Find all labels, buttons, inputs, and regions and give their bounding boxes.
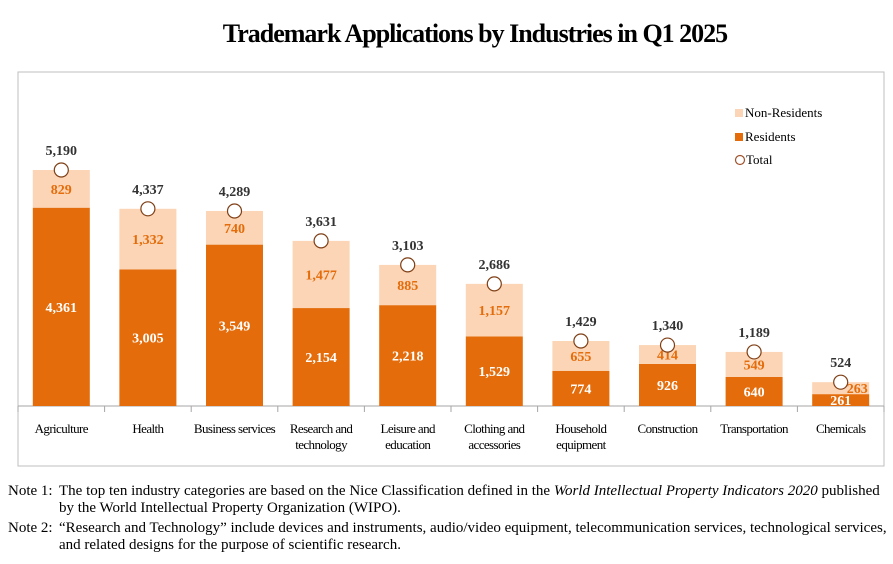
label-non-residents-clothing-and-accessories: 1,157 bbox=[479, 304, 511, 319]
note-2-label: Note 2: bbox=[8, 520, 53, 536]
category-label-agriculture: Agriculture bbox=[35, 421, 89, 436]
label-total-chemicals: 524 bbox=[830, 356, 851, 371]
category-label-chemicals: Chemicals bbox=[816, 421, 866, 436]
total-marker-leisure-and-education bbox=[400, 257, 416, 273]
note-1-italic: World Intellectual Property Indicators 2… bbox=[553, 483, 818, 499]
bar-residents-construction bbox=[639, 363, 696, 406]
label-non-residents-transportation: 549 bbox=[744, 358, 765, 373]
category-label-household-equipment: Household bbox=[555, 421, 607, 436]
category-label-clothing-and-accessories: Clothing and bbox=[464, 421, 525, 436]
bar-residents-agriculture bbox=[32, 207, 90, 406]
legend-label-residents: Residents bbox=[745, 129, 796, 144]
bar-labels: 4,361 829 5,190 3,005 1,332 4,337 3,549 740 4,28… bbox=[46, 144, 868, 409]
category-label-leisure-and-education: Leisure and bbox=[380, 421, 436, 436]
legend-marker-total bbox=[734, 154, 746, 166]
total-marker-household-equipment bbox=[573, 333, 589, 349]
bar-residents-research-and-technology bbox=[292, 308, 350, 406]
x-axis-ticks bbox=[17, 406, 885, 412]
total-marker-research-and-technology bbox=[313, 233, 329, 249]
note-1-post: published by the World Intellectual Prop… bbox=[59, 483, 880, 516]
label-non-residents-research-and-technology: 1,477 bbox=[305, 268, 337, 283]
label-residents-chemicals: 261 bbox=[830, 394, 851, 409]
label-residents-transportation: 640 bbox=[744, 385, 765, 400]
category-label-research-and-technology: Research and bbox=[290, 421, 354, 436]
label-non-residents-health: 1,332 bbox=[132, 233, 164, 248]
total-marker-construction bbox=[659, 337, 676, 353]
legend-swatch-residents bbox=[735, 133, 743, 141]
label-total-transportation: 1,189 bbox=[738, 326, 770, 341]
legend-label-total: Total bbox=[746, 152, 773, 167]
note-1-text: The top ten industry categories are base… bbox=[59, 483, 880, 516]
label-non-residents-construction: 414 bbox=[657, 348, 678, 363]
category-label-leisure-and-education: education bbox=[385, 437, 431, 452]
category-label-clothing-and-accessories: accessories bbox=[468, 437, 520, 452]
note-2-text: “Research and Technology” include device… bbox=[59, 520, 887, 553]
total-marker-agriculture bbox=[53, 162, 69, 178]
label-residents-household-equipment: 774 bbox=[570, 382, 591, 397]
legend-label-non-residents: Non-Residents bbox=[745, 105, 822, 120]
label-total-leisure-and-education: 3,103 bbox=[392, 239, 424, 254]
note-2: Note 2: “Research and Technology” includ… bbox=[8, 520, 888, 554]
category-label-household-equipment: equipment bbox=[556, 437, 606, 452]
label-residents-research-and-technology: 2,154 bbox=[305, 351, 337, 366]
label-total-construction: 1,340 bbox=[652, 319, 684, 334]
note-2-pre: “Research and Technology” include device… bbox=[59, 520, 887, 553]
category-label-construction: Construction bbox=[638, 421, 699, 436]
total-marker-health bbox=[140, 201, 156, 217]
label-total-household-equipment: 1,429 bbox=[565, 315, 597, 330]
bar-residents-health bbox=[119, 269, 177, 406]
chart: Trademark Applications by Industries in … bbox=[17, 19, 885, 467]
label-non-residents-chemicals: 263 bbox=[847, 382, 868, 397]
chart-title: Trademark Applications by Industries in … bbox=[223, 19, 728, 48]
notes: Note 1: The top ten industry categories … bbox=[8, 483, 888, 557]
label-total-business-services: 4,289 bbox=[219, 185, 251, 200]
total-marker-clothing-and-accessories bbox=[486, 276, 502, 292]
bar-residents-transportation bbox=[725, 376, 783, 406]
total-marker-chemicals bbox=[833, 374, 849, 390]
note-1-label: Note 1: bbox=[8, 483, 53, 499]
note-1-pre: The top ten industry categories are base… bbox=[59, 483, 554, 499]
label-residents-agriculture: 4,361 bbox=[46, 301, 78, 316]
bar-residents-household-equipment bbox=[552, 370, 610, 406]
label-residents-leisure-and-education: 2,218 bbox=[392, 350, 424, 365]
label-non-residents-leisure-and-education: 885 bbox=[397, 279, 418, 294]
label-residents-clothing-and-accessories: 1,529 bbox=[479, 365, 511, 380]
category-labels: Agriculture Health Business services Resear… bbox=[35, 421, 867, 452]
total-marker-business-services bbox=[226, 203, 243, 219]
label-non-residents-business-services: 740 bbox=[224, 222, 245, 237]
label-total-health: 4,337 bbox=[132, 183, 164, 198]
bars bbox=[32, 170, 870, 406]
bar-non-residents-construction bbox=[639, 345, 696, 364]
category-label-health: Health bbox=[132, 421, 164, 436]
label-non-residents-household-equipment: 655 bbox=[570, 350, 591, 365]
bar-residents-chemicals bbox=[812, 394, 870, 406]
bar-non-residents-research-and-technology bbox=[292, 240, 350, 309]
label-total-research-and-technology: 3,631 bbox=[305, 215, 337, 230]
label-non-residents-agriculture: 829 bbox=[51, 183, 72, 198]
category-label-business-services: Business services bbox=[194, 421, 276, 436]
label-total-clothing-and-accessories: 2,686 bbox=[479, 258, 511, 273]
legend: Non-Residents Residents Total bbox=[734, 105, 822, 167]
label-residents-health: 3,005 bbox=[132, 332, 164, 347]
category-label-transportation: Transportation bbox=[720, 421, 789, 436]
legend-swatch-non-residents bbox=[735, 109, 743, 117]
bar-residents-leisure-and-education bbox=[379, 305, 437, 406]
label-residents-business-services: 3,549 bbox=[219, 319, 251, 334]
note-1: Note 1: The top ten industry categories … bbox=[8, 483, 888, 517]
category-label-research-and-technology: technology bbox=[295, 437, 348, 452]
bar-non-residents-health bbox=[119, 208, 177, 270]
bar-residents-business-services bbox=[206, 244, 263, 406]
bar-residents-clothing-and-accessories bbox=[465, 336, 523, 406]
total-marker-transportation bbox=[746, 344, 762, 360]
label-residents-construction: 926 bbox=[657, 379, 678, 394]
bar-non-residents-clothing-and-accessories bbox=[465, 283, 523, 337]
label-total-agriculture: 5,190 bbox=[46, 144, 78, 159]
